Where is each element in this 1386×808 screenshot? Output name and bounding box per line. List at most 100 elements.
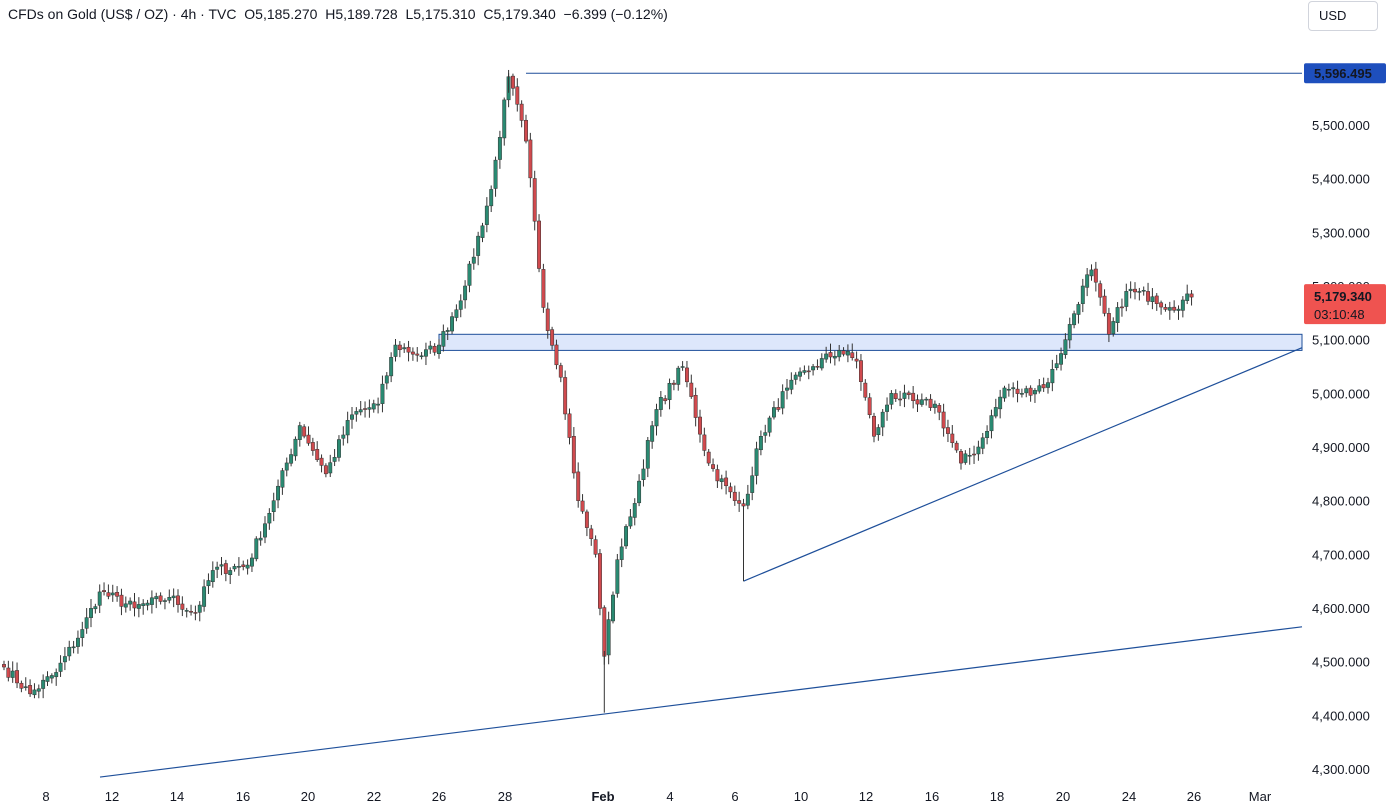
candle-body-up [341, 434, 346, 439]
candle-body-down [776, 407, 781, 410]
candle-body-down [19, 682, 24, 689]
candle-body-down [732, 491, 737, 501]
candle [654, 403, 659, 436]
candle [802, 365, 807, 375]
candle-body-up [745, 493, 750, 506]
candle-body-up [36, 688, 41, 692]
candle [1146, 282, 1150, 306]
candle [641, 459, 646, 487]
candle [1133, 282, 1137, 300]
candle-body-up [76, 637, 80, 647]
candle [197, 601, 202, 622]
candle-body-up [619, 546, 624, 560]
candle-body-down [1172, 306, 1177, 311]
candle-body-up [350, 414, 354, 420]
candle-body-down [685, 367, 689, 383]
time-tick-label: 14 [170, 789, 184, 804]
high-value: 5,189.728 [335, 6, 398, 22]
candle-body-up [149, 597, 154, 605]
candle-body-down [850, 352, 855, 359]
candle [580, 494, 585, 514]
interval-label[interactable]: 4h [180, 6, 197, 22]
candle [1093, 261, 1098, 292]
candle-body-down [593, 539, 598, 555]
candle-body-up [32, 689, 37, 696]
candle [637, 474, 642, 507]
candle-body-up [628, 516, 633, 527]
candle [645, 436, 650, 478]
candle-body-down [176, 595, 180, 605]
candle-body-up [1128, 288, 1133, 292]
candle [215, 561, 220, 579]
close-value: 5,179.340 [493, 6, 556, 22]
candle [484, 197, 489, 233]
candle-body-up [389, 357, 394, 377]
candle-body-up [763, 432, 768, 436]
price-tick-label: 4,500.000 [1312, 655, 1370, 670]
candle [689, 374, 694, 399]
candle-body-up [1002, 387, 1007, 399]
candle [845, 344, 850, 363]
candle [263, 516, 267, 544]
candle [532, 170, 537, 231]
candle-body-up [1067, 324, 1072, 341]
candle-body-down [541, 269, 546, 308]
candle [367, 399, 372, 418]
close-label: C [483, 6, 494, 22]
candle-body-up [1037, 385, 1042, 392]
candle [1019, 388, 1024, 398]
candle-body-up [1150, 296, 1155, 302]
candle-body-down [946, 427, 950, 434]
candle-body-up [624, 526, 628, 547]
candle-body-up [206, 580, 211, 587]
candle [737, 491, 742, 512]
candle-body-up [445, 330, 450, 332]
candle [415, 347, 420, 362]
candle [432, 343, 437, 356]
candle-body-up [932, 403, 937, 408]
candle-body-down [532, 178, 537, 222]
candle [424, 342, 428, 366]
candle [306, 426, 311, 446]
candle [859, 354, 863, 391]
candle-body-down [728, 486, 733, 493]
candle [250, 553, 254, 572]
candle-body-down [515, 86, 520, 105]
candle [876, 424, 881, 441]
candle [71, 640, 76, 654]
candle [650, 420, 655, 449]
candle-body-up [236, 566, 241, 568]
candle-body-down [702, 434, 707, 451]
candle-body-down [867, 397, 872, 415]
candle [811, 363, 816, 376]
candle [976, 440, 981, 461]
candle-body-up [1115, 307, 1120, 323]
candle [297, 421, 302, 447]
candle [524, 114, 528, 144]
candle [1006, 383, 1011, 397]
currency-selector[interactable]: USD [1308, 1, 1378, 31]
candle [1063, 333, 1068, 359]
candle-body-up [811, 366, 816, 371]
symbol-name[interactable]: CFDs on Gold (US$ / OZ) [8, 6, 169, 22]
candle-body-up [772, 407, 776, 418]
candle [245, 559, 250, 575]
candle-body-up [219, 564, 224, 567]
candle-body-up [1072, 313, 1077, 326]
candle-body-up [967, 455, 972, 457]
candle [463, 280, 468, 309]
candle [406, 340, 411, 362]
candle-body-up [641, 468, 646, 480]
candle-body-down [711, 464, 715, 469]
candle [1159, 300, 1164, 315]
candle-body-up [819, 358, 824, 369]
time-tick-label: 12 [859, 789, 873, 804]
candle-body-down [1106, 313, 1111, 335]
candle-body-down [524, 119, 528, 142]
candle-body-down [180, 603, 185, 610]
candle [611, 591, 615, 624]
candle-body-up [145, 602, 150, 606]
time-tick-label: Feb [591, 789, 614, 804]
candle [471, 248, 476, 270]
